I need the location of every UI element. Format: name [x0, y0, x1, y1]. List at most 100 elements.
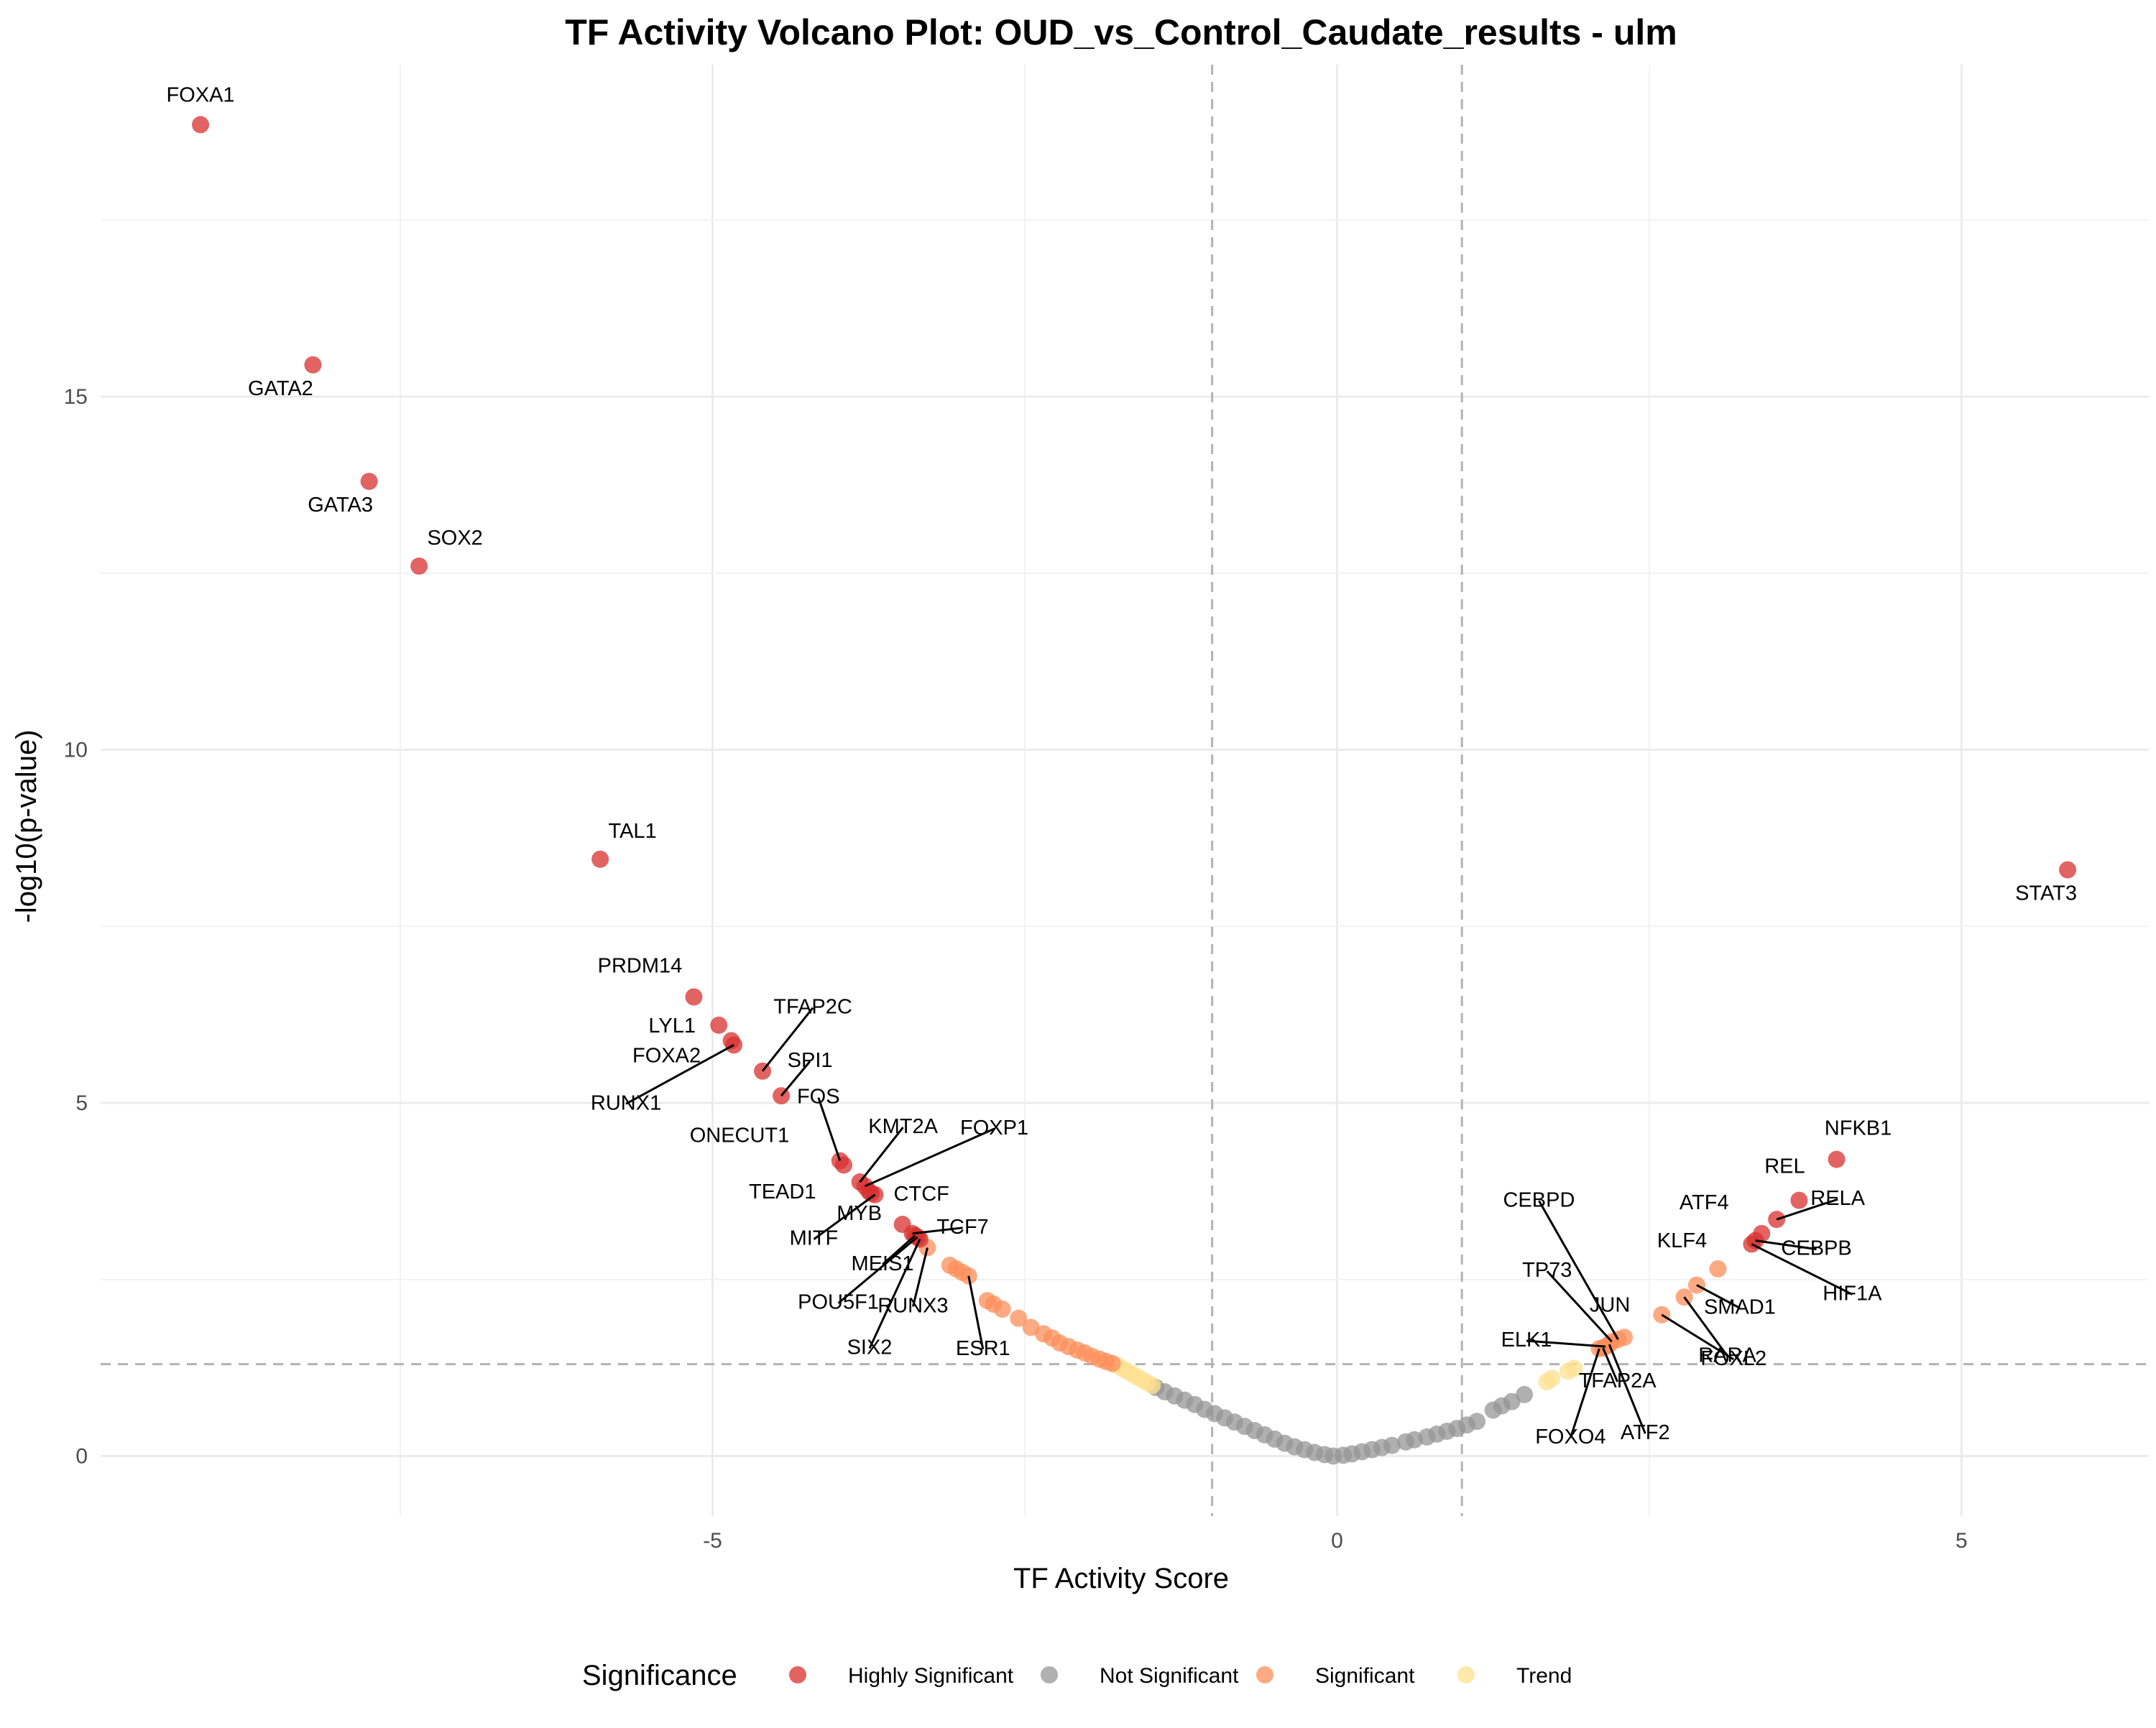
y-tick-label: 15 [64, 385, 88, 409]
y-tick-label: 5 [75, 1091, 88, 1115]
data-point [1103, 1354, 1121, 1372]
legend-key [789, 1666, 806, 1683]
point-label: MITF [790, 1227, 839, 1250]
data-point [954, 1263, 972, 1281]
label-leader-line [780, 1061, 811, 1097]
x-tick-label: -5 [703, 1529, 722, 1553]
y-tick-label: 0 [75, 1444, 88, 1468]
legend-label: Not Significant [1100, 1664, 1239, 1688]
y-tick-label: 10 [64, 738, 88, 762]
data-point [360, 472, 378, 490]
label-leader-line [1569, 1348, 1600, 1438]
data-point [725, 1036, 743, 1054]
label-leader-line [868, 1239, 921, 1349]
label-leader-line [882, 1234, 916, 1265]
label-leader-line [967, 1275, 985, 1350]
data-point [685, 988, 703, 1006]
point-label: ATF2 [1621, 1421, 1670, 1444]
x-axis-title: TF Activity Score [1013, 1563, 1229, 1594]
point-label: KMT2A [868, 1115, 938, 1138]
point-label: TP73 [1522, 1259, 1572, 1282]
data-point [304, 356, 322, 374]
data-point [2059, 861, 2077, 879]
label-leader-line [1538, 1200, 1619, 1341]
point-label: SOX2 [427, 527, 482, 550]
point-label: FOXL2 [1700, 1347, 1766, 1370]
data-point [1565, 1359, 1583, 1377]
label-leader-line [1683, 1296, 1728, 1357]
label-leader-line [1696, 1284, 1741, 1309]
point-label: CEBPB [1781, 1237, 1851, 1260]
data-point [1468, 1413, 1486, 1431]
point-labels: FOXA1 GATA2 GATA3 SOX2 TAL1 STAT3 PRDM14 LYL1 FO… [166, 84, 2077, 1449]
data-point [834, 1156, 852, 1174]
label-leader-line [1751, 1243, 1853, 1295]
grid-layer [101, 65, 2149, 1516]
point-label: CEBPD [1503, 1188, 1575, 1211]
point-label: SIX2 [847, 1336, 893, 1359]
point-label: LYL1 [648, 1015, 696, 1038]
point-label: REL [1764, 1155, 1805, 1178]
point-label: CTCF [894, 1183, 949, 1206]
label-leader-line [864, 1127, 995, 1188]
label-leader-line [837, 1236, 918, 1304]
data-point [1383, 1436, 1401, 1454]
label-leader-line [1526, 1339, 1606, 1348]
data-point [1543, 1369, 1561, 1387]
point-label: FOXO4 [1535, 1426, 1606, 1449]
label-leader-line [625, 1044, 734, 1105]
data-point [1709, 1260, 1727, 1277]
label-leader-line [912, 1226, 963, 1235]
data-point [993, 1300, 1011, 1318]
legend-label: Highly Significant [848, 1664, 1014, 1688]
point-label: SPI1 [788, 1049, 833, 1072]
point-label: RELA [1810, 1187, 1865, 1210]
point-label: FOXA2 [632, 1044, 701, 1067]
point-label: GATA3 [308, 494, 373, 517]
data-point [591, 850, 609, 868]
point-label: TEAD1 [749, 1181, 816, 1203]
legend-key [1457, 1666, 1475, 1683]
point-label: SMAD1 [1704, 1296, 1776, 1319]
chart-title: TF Activity Volcano Plot: OUD_vs_Control… [565, 12, 1677, 52]
point-label: MYB [837, 1202, 882, 1225]
label-leader-line [1546, 1270, 1613, 1343]
data-point [1516, 1385, 1534, 1403]
point-label: FOXP1 [960, 1117, 1028, 1140]
x-tick-label: 5 [1955, 1529, 1968, 1553]
point-label: MEIS1 [852, 1252, 914, 1275]
label-leader-line [1755, 1239, 1817, 1251]
legend-key [1041, 1666, 1058, 1683]
label-leader-line [859, 1127, 904, 1183]
point-label: STAT3 [2015, 882, 2077, 905]
data-point [1010, 1309, 1028, 1327]
data-point [410, 557, 428, 575]
point-label: TFAP2C [773, 996, 852, 1019]
label-leader-line [813, 1193, 876, 1240]
point-label: FOS [797, 1086, 840, 1109]
label-leader-line [1602, 1347, 1618, 1382]
point-label: NFKB1 [1825, 1117, 1892, 1140]
y-axis-title: -log10(p-value) [11, 729, 42, 923]
legend-label: Trend [1516, 1664, 1572, 1688]
legend-label: Significant [1315, 1664, 1415, 1688]
point-label: ELK1 [1501, 1329, 1552, 1352]
point-label: RUNX1 [591, 1091, 661, 1114]
axis-ticks: -5 0 5 0 5 10 15 [64, 385, 1968, 1553]
data-point [710, 1016, 728, 1034]
point-label: TCF7 [936, 1216, 989, 1239]
point-label: GATA2 [248, 377, 313, 400]
point-label: ATF4 [1680, 1191, 1729, 1214]
legend-key [1256, 1666, 1273, 1683]
label-leader-line [817, 1097, 842, 1162]
point-label: RUNX3 [877, 1294, 948, 1317]
data-point [1828, 1150, 1846, 1168]
point-label: FOXA1 [166, 84, 234, 107]
label-leader-line [911, 1247, 929, 1307]
data-point [1143, 1377, 1161, 1395]
point-label: ESR1 [956, 1337, 1010, 1360]
point-label: TFAP2A [1579, 1369, 1657, 1392]
data-point [1790, 1191, 1808, 1209]
